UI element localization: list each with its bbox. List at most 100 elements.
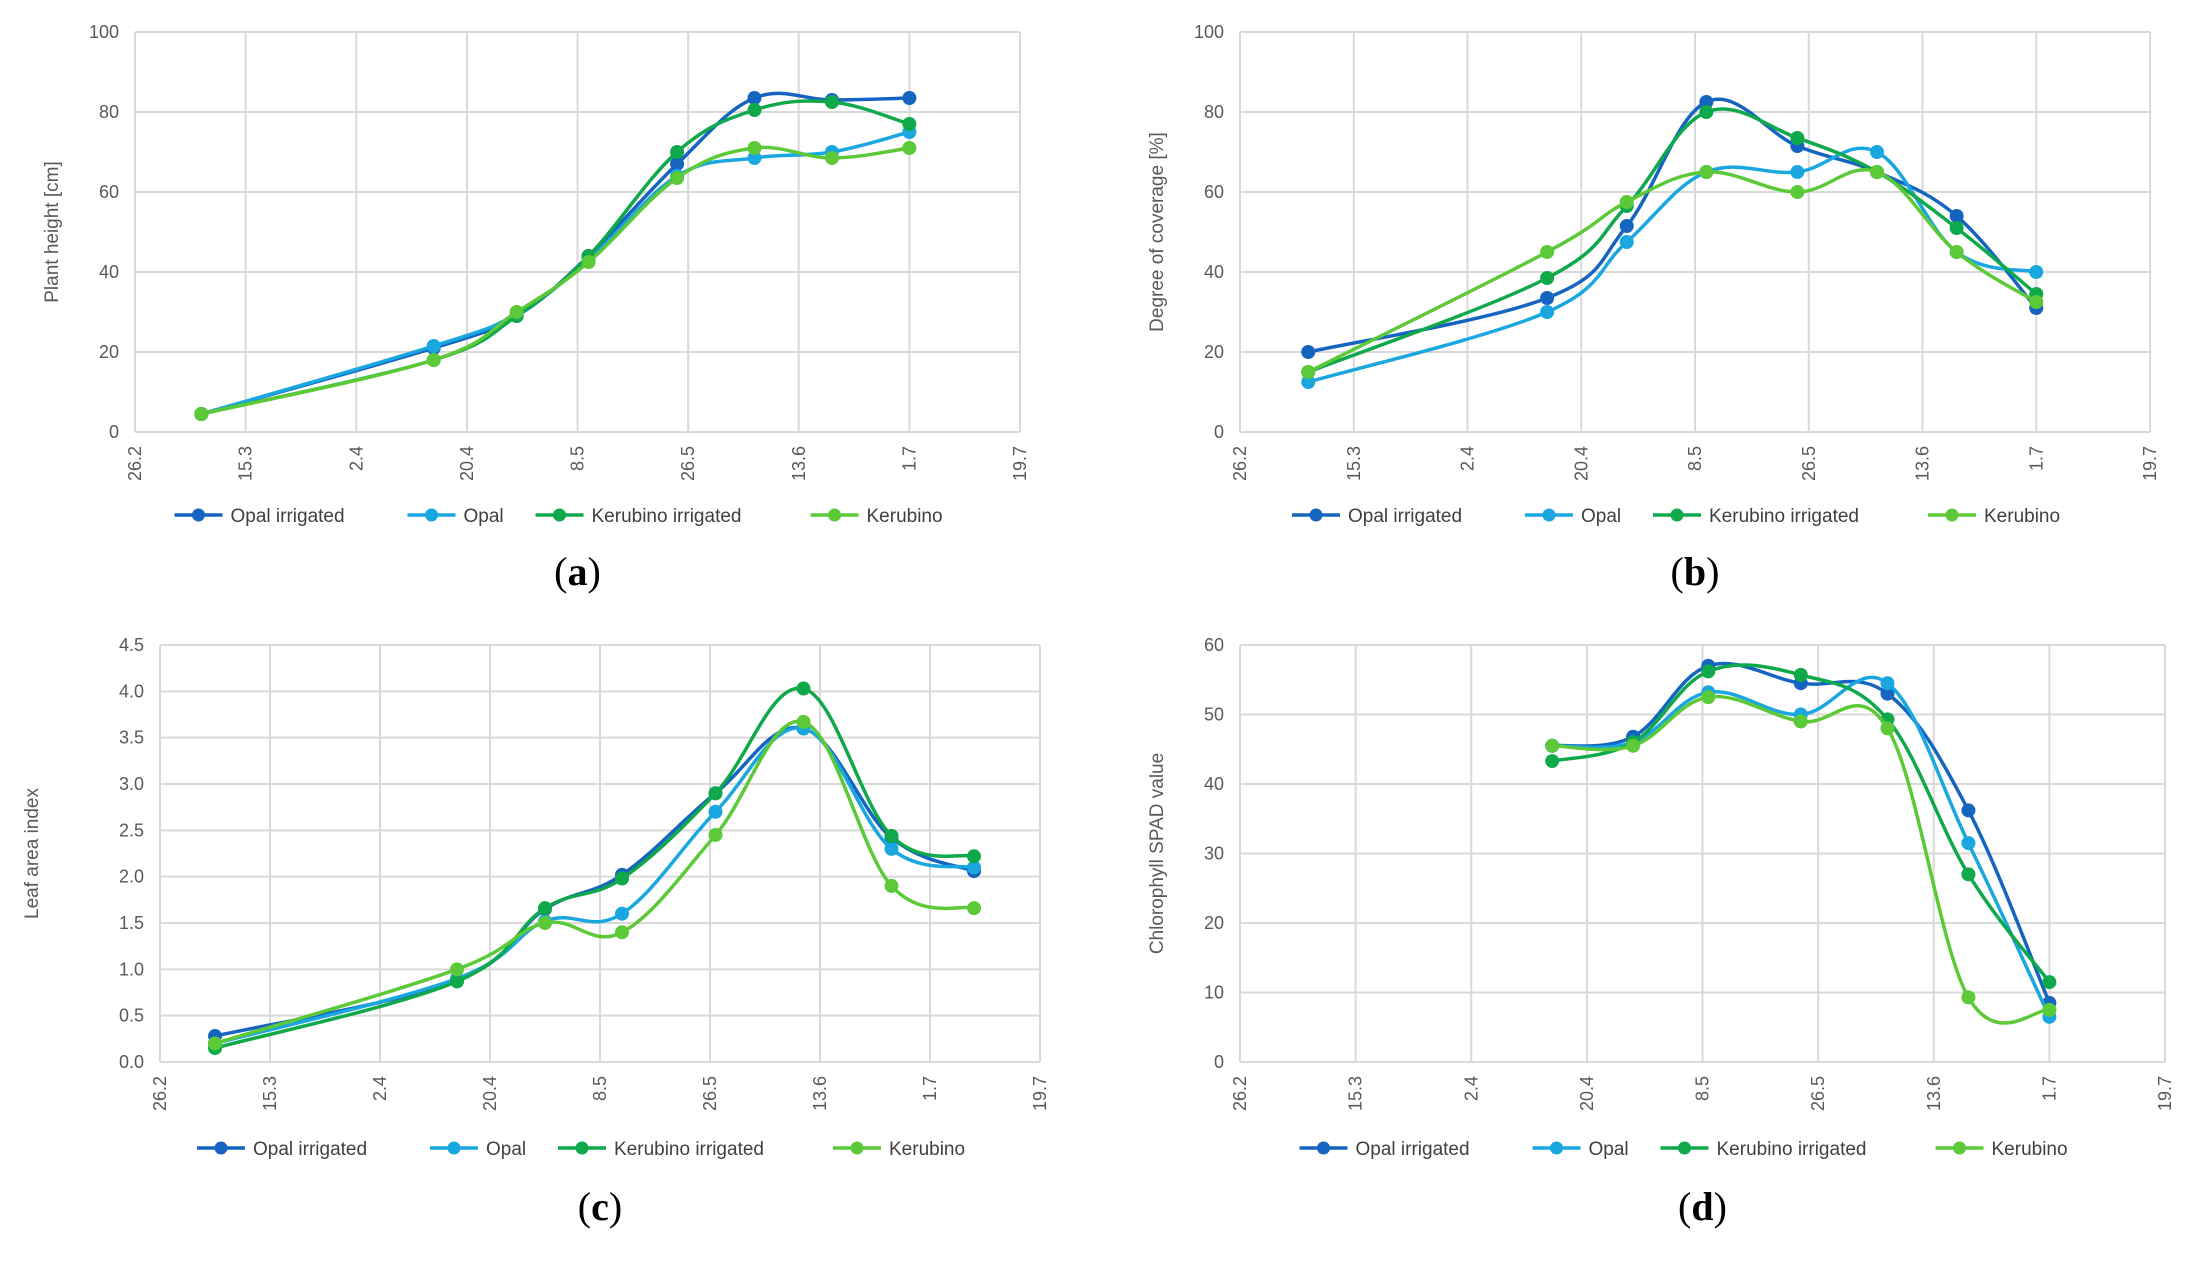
y-tick-label: 3.0 bbox=[119, 774, 144, 794]
x-tick-label: 13.6 bbox=[1913, 446, 1933, 481]
x-tick-label: 8.5 bbox=[1685, 446, 1705, 471]
y-tick-label: 40 bbox=[1204, 774, 1224, 794]
panel-caption: (a) bbox=[554, 549, 601, 594]
x-tick-label: 19.7 bbox=[2155, 1076, 2175, 1111]
legend-swatch-marker bbox=[828, 508, 841, 522]
data-point bbox=[1949, 221, 1964, 235]
chart-plant-height: 0 20 40 60 80 100 26.2 15.3 2.4 20.4 8.5 26.5 13.6 1.… bbox=[42, 22, 1030, 594]
data-point bbox=[426, 353, 441, 367]
data-point bbox=[1301, 375, 1316, 389]
data-point bbox=[1540, 291, 1555, 305]
data-point bbox=[1949, 209, 1964, 223]
data-point bbox=[747, 151, 762, 165]
series-line-opal-irrigated bbox=[1550, 661, 2052, 1005]
legend-swatch-marker bbox=[1953, 1141, 1966, 1155]
x-tick-label: 26.5 bbox=[700, 1076, 720, 1111]
x-tick-label: 20.4 bbox=[457, 446, 477, 481]
legend-swatch-marker bbox=[1317, 1141, 1330, 1155]
data-point bbox=[615, 871, 629, 886]
series-line-kerubino bbox=[213, 719, 976, 1046]
panel-caption: (b) bbox=[1671, 549, 1720, 594]
data-point bbox=[1540, 305, 1555, 319]
legend-label: Kerubino irrigated bbox=[1709, 506, 1859, 527]
x-tick-label: 1.7 bbox=[920, 1076, 940, 1101]
data-point bbox=[1793, 667, 1808, 682]
y-tick-label: 10 bbox=[1204, 983, 1224, 1003]
legend-swatch-marker bbox=[192, 508, 205, 522]
data-point bbox=[194, 407, 209, 421]
data-point bbox=[2029, 265, 2044, 279]
panel-caption-letter: b bbox=[1684, 549, 1706, 594]
legend-label: Opal bbox=[486, 1139, 526, 1160]
chart-chlorophyll-spad: 0 10 20 30 40 50 60 26.2 15.3 2.4 20.4 8.5 26.5 13.6 1… bbox=[1147, 635, 2175, 1229]
y-tick-label: 4.0 bbox=[119, 681, 144, 701]
legend-label: Opal irrigated bbox=[231, 506, 345, 527]
x-tick-label: 26.5 bbox=[1799, 446, 1819, 481]
y-tick-label: 0.5 bbox=[119, 1006, 144, 1026]
y-tick-label: 60 bbox=[1204, 182, 1224, 202]
data-point bbox=[1701, 690, 1716, 705]
x-tick-label: 8.5 bbox=[1693, 1076, 1713, 1101]
data-point bbox=[884, 841, 899, 856]
series-line-kerubino bbox=[1306, 168, 2039, 374]
data-point bbox=[581, 255, 596, 269]
data-point bbox=[1545, 754, 1560, 769]
y-tick-label: 50 bbox=[1204, 705, 1224, 725]
data-point bbox=[2042, 975, 2057, 990]
data-point bbox=[450, 974, 464, 989]
legend-label: Opal irrigated bbox=[1348, 506, 1462, 527]
y-tick-label: 40 bbox=[1204, 262, 1224, 282]
series-line-opal-irrigated bbox=[213, 725, 976, 1038]
legend-label: Opal bbox=[464, 506, 504, 527]
data-point bbox=[1961, 867, 1976, 882]
legend-swatch-marker bbox=[575, 1141, 589, 1155]
x-tick-label: 8.5 bbox=[568, 446, 588, 471]
data-point bbox=[902, 91, 917, 105]
data-point bbox=[708, 786, 723, 801]
legend-label: Opal irrigated bbox=[253, 1139, 367, 1160]
series-line-kerubino bbox=[199, 145, 912, 416]
x-tick-label: 2.4 bbox=[1461, 1076, 1481, 1101]
x-tick-label: 26.2 bbox=[150, 1076, 170, 1111]
data-point bbox=[1699, 105, 1714, 119]
data-point bbox=[1699, 95, 1714, 109]
y-tick-label: 0 bbox=[109, 422, 119, 442]
data-point bbox=[747, 103, 762, 117]
y-tick-label: 1.0 bbox=[119, 959, 144, 979]
legend-swatch-marker bbox=[1670, 508, 1684, 522]
data-point bbox=[1961, 990, 1976, 1005]
panel-a: 0 20 40 60 80 100 26.2 15.3 2.4 20.4 8.5 26.5 13.6 1.… bbox=[0, 0, 1105, 632]
data-point bbox=[1790, 131, 1805, 145]
x-tick-label: 20.4 bbox=[1571, 446, 1591, 481]
y-axis-title: Plant height [cm] bbox=[42, 161, 63, 303]
x-tick-label: 26.5 bbox=[678, 446, 698, 481]
x-tick-label: 2.4 bbox=[346, 446, 366, 471]
x-tick-label: 2.4 bbox=[1458, 446, 1478, 471]
x-tick-label: 1.7 bbox=[2039, 1076, 2059, 1101]
data-point bbox=[509, 305, 524, 319]
y-tick-label: 60 bbox=[99, 182, 119, 202]
series-line-kerubino-irrigated bbox=[199, 99, 912, 416]
data-point bbox=[615, 925, 629, 940]
panel-c: 0.0 0.5 1.0 1.5 2.0 2.5 3.0 3.5 4.0 4.5 26.2 15.3 2.… bbox=[0, 632, 1105, 1264]
legend-label: Opal irrigated bbox=[1356, 1139, 1470, 1160]
data-point bbox=[884, 878, 899, 893]
legend-label: Kerubino irrigated bbox=[592, 506, 742, 527]
legend-label: Kerubino bbox=[1984, 506, 2060, 527]
data-point bbox=[747, 91, 762, 105]
y-tick-label: 100 bbox=[89, 22, 119, 42]
data-point bbox=[708, 827, 723, 842]
y-tick-label: 0.0 bbox=[119, 1052, 144, 1072]
data-point bbox=[1880, 686, 1895, 701]
series-line-opal bbox=[1306, 146, 2039, 384]
data-point bbox=[2029, 295, 2044, 309]
data-point bbox=[1790, 185, 1805, 199]
data-point bbox=[1540, 271, 1555, 285]
x-tick-label: 13.6 bbox=[810, 1076, 830, 1111]
y-tick-label: 80 bbox=[99, 102, 119, 122]
series-line-opal-irrigated bbox=[199, 91, 912, 416]
y-tick-label: 30 bbox=[1204, 844, 1224, 864]
data-point bbox=[1961, 803, 1976, 818]
data-point bbox=[2042, 1002, 2057, 1017]
data-point bbox=[1619, 219, 1634, 233]
